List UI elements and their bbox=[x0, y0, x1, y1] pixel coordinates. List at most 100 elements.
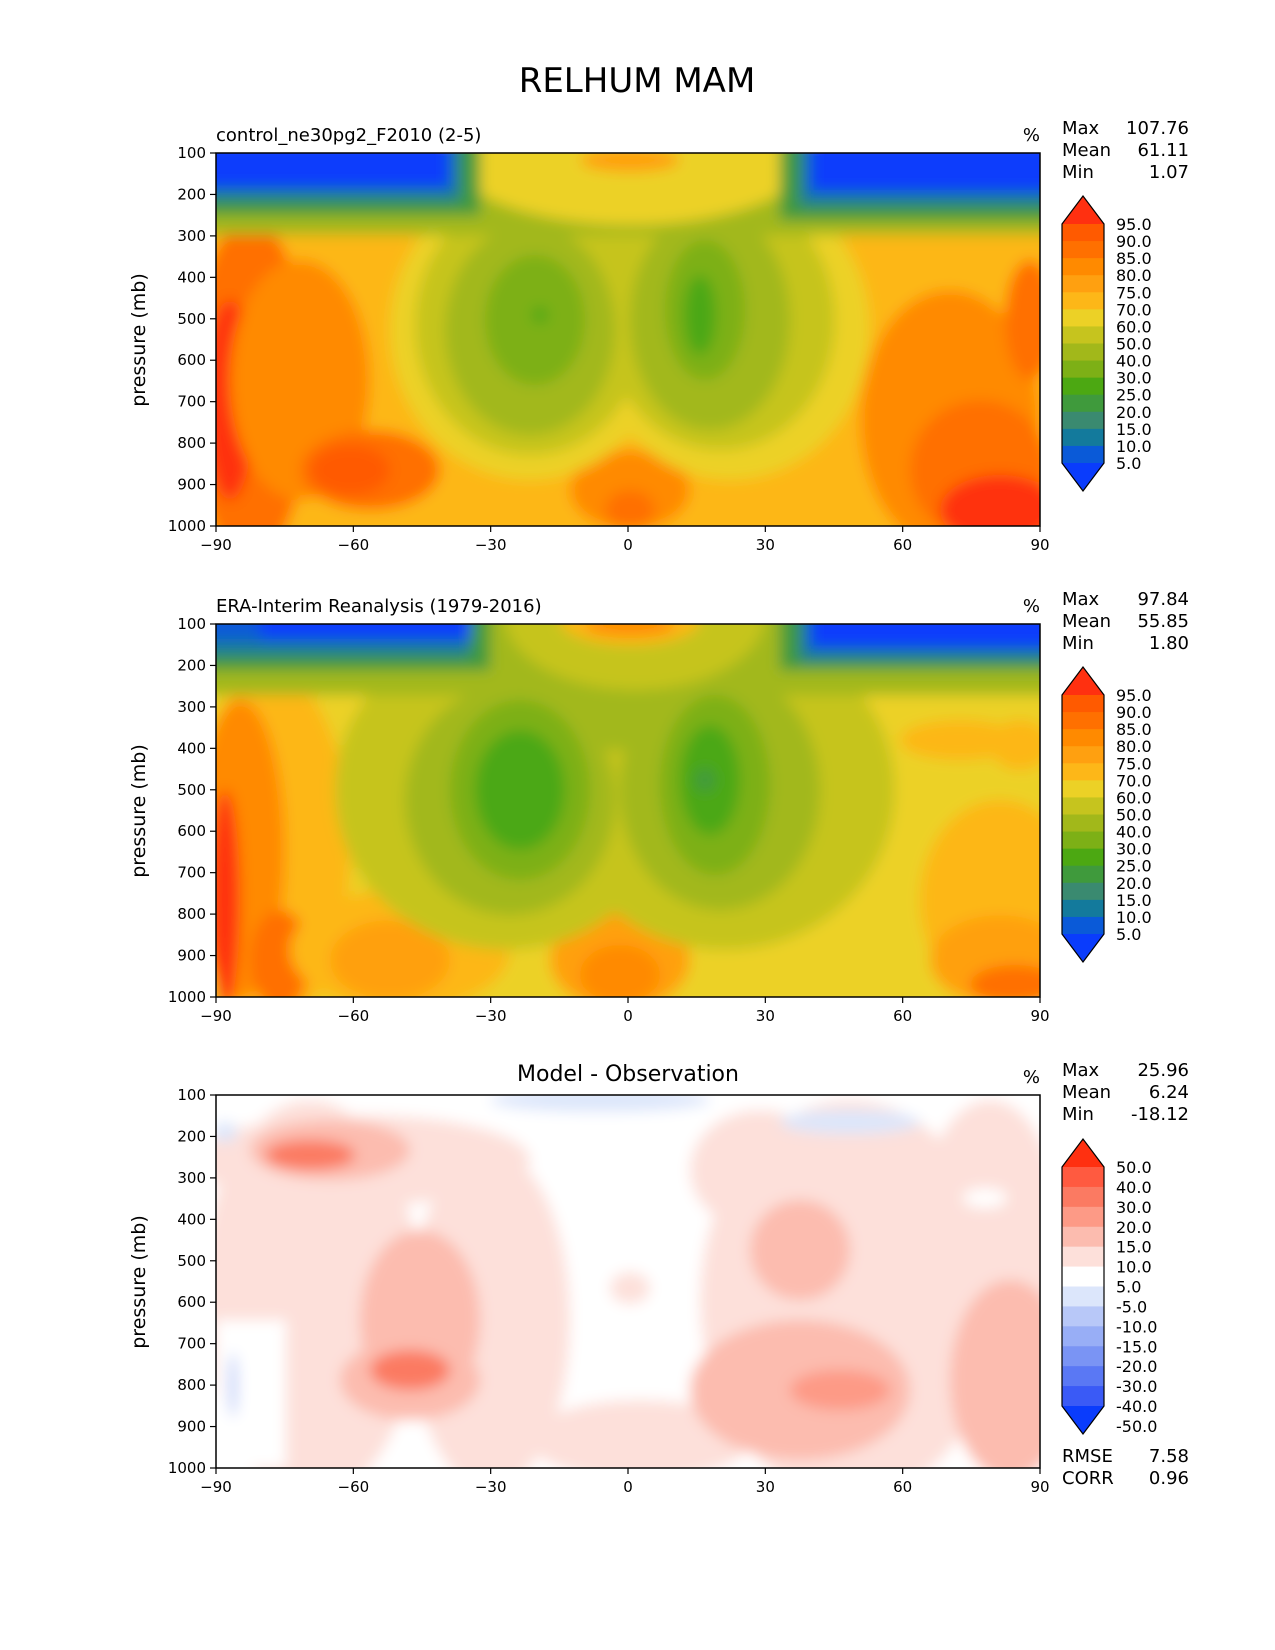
colorbar-swatch bbox=[1062, 831, 1104, 850]
colorbar-outline bbox=[1061, 666, 1105, 963]
colorbar-swatch bbox=[1062, 780, 1104, 798]
y-tick-label: 900 bbox=[177, 1418, 206, 1436]
colorbar-level-label: 60.0 bbox=[1116, 317, 1152, 336]
colorbar-swatch bbox=[1062, 1206, 1104, 1228]
contour-field bbox=[216, 153, 1040, 526]
stat-label-max: Max bbox=[1062, 589, 1100, 610]
colorbar-extend-min bbox=[1062, 934, 1104, 962]
colorbar: 50.040.030.020.015.010.05.0-5.0-10.0-15.… bbox=[1061, 1138, 1157, 1436]
colorbar-level-label: 30.0 bbox=[1116, 1198, 1152, 1217]
colorbar: 95.090.085.080.075.070.060.050.040.030.0… bbox=[1061, 195, 1152, 492]
x-tick-label: 30 bbox=[756, 536, 775, 554]
colorbar-level-label: 60.0 bbox=[1116, 788, 1152, 807]
y-axis-label: pressure (mb) bbox=[128, 273, 150, 407]
colorbar-level-label: -50.0 bbox=[1116, 1417, 1157, 1436]
colorbar-extend-min bbox=[1062, 1406, 1104, 1434]
stat-label-max: Max bbox=[1062, 118, 1100, 139]
error-stats-block: RMSE 7.58 CORR 0.96 bbox=[1062, 1446, 1189, 1489]
x-tick-label: 90 bbox=[1030, 1478, 1049, 1496]
x-tick-label: −90 bbox=[200, 1007, 232, 1025]
panel-model: control_ne30pg2_F2010 (2-5) % bbox=[128, 118, 1189, 554]
colorbar-level-label: 10.0 bbox=[1116, 1258, 1152, 1277]
units-label: % bbox=[1023, 596, 1040, 617]
y-tick-label: 400 bbox=[177, 739, 206, 757]
colorbar-extend-max bbox=[1062, 1139, 1104, 1167]
colorbar-level-label: 50.0 bbox=[1116, 806, 1152, 825]
y-tick-label: 100 bbox=[177, 615, 206, 633]
x-tick-label: 90 bbox=[1030, 1007, 1049, 1025]
colorbar-level-label: 90.0 bbox=[1116, 703, 1152, 722]
colorbar-swatch bbox=[1062, 343, 1104, 362]
colorbar-level-label: 85.0 bbox=[1116, 720, 1152, 739]
colorbar-swatch bbox=[1062, 309, 1104, 327]
x-tick-label: −60 bbox=[338, 1478, 370, 1496]
y-tick-label: 100 bbox=[177, 144, 206, 162]
colorbar-swatch bbox=[1062, 241, 1104, 259]
figure-title: RELHUM MAM bbox=[519, 61, 756, 101]
y-tick-label: 300 bbox=[177, 698, 206, 716]
stat-value-mean: 55.85 bbox=[1137, 611, 1189, 632]
colorbar-swatch bbox=[1062, 428, 1104, 447]
colorbar-level-label: 30.0 bbox=[1116, 369, 1152, 388]
colorbar-swatch bbox=[1062, 275, 1104, 293]
stats-block: Max 107.76 Mean 61.11 Min 1.07 bbox=[1062, 118, 1189, 183]
y-tick-label: 1000 bbox=[168, 988, 206, 1006]
stat-label-mean: Mean bbox=[1062, 140, 1111, 161]
stat-label-mean: Mean bbox=[1062, 611, 1111, 632]
y-tick-label: 700 bbox=[177, 393, 206, 411]
colorbar-swatch bbox=[1062, 326, 1104, 344]
y-tick-label: 200 bbox=[177, 1127, 206, 1145]
x-tick-label: 0 bbox=[623, 536, 633, 554]
colorbar-swatch bbox=[1062, 899, 1104, 918]
x-tick-label: −30 bbox=[475, 1007, 507, 1025]
colorbar-swatch bbox=[1062, 411, 1104, 430]
y-tick-label: 800 bbox=[177, 1376, 206, 1394]
colorbar-level-label: 10.0 bbox=[1116, 908, 1152, 927]
colorbar-level-label: 15.0 bbox=[1116, 891, 1152, 910]
colorbar-level-label: 30.0 bbox=[1116, 840, 1152, 859]
colorbar-level-label: -10.0 bbox=[1116, 1317, 1157, 1336]
colorbar-level-label: 20.0 bbox=[1116, 1218, 1152, 1237]
colorbar-level-label: 50.0 bbox=[1116, 335, 1152, 354]
colorbar-level-label: 15.0 bbox=[1116, 1238, 1152, 1257]
y-tick-label: 700 bbox=[177, 864, 206, 882]
y-tick-label: 1000 bbox=[168, 517, 206, 535]
stat-value-rmse: 7.58 bbox=[1149, 1446, 1189, 1467]
stat-value-max: 25.96 bbox=[1137, 1060, 1189, 1081]
colorbar-level-label: 70.0 bbox=[1116, 300, 1152, 319]
colorbar: 95.090.085.080.075.070.060.050.040.030.0… bbox=[1061, 666, 1152, 963]
colorbar-level-label: -5.0 bbox=[1116, 1297, 1147, 1316]
colorbar-swatch bbox=[1062, 712, 1104, 730]
stat-label-min: Min bbox=[1062, 633, 1094, 654]
stat-label-min: Min bbox=[1062, 1104, 1094, 1125]
colorbar-swatch bbox=[1062, 1226, 1104, 1248]
colorbar-level-label: 95.0 bbox=[1116, 215, 1152, 234]
y-tick-label: 800 bbox=[177, 905, 206, 923]
colorbar-level-label: 40.0 bbox=[1116, 352, 1152, 371]
colorbar-level-label: 70.0 bbox=[1116, 771, 1152, 790]
y-axis-label: pressure (mb) bbox=[128, 1215, 150, 1349]
colorbar-swatch bbox=[1062, 360, 1104, 379]
stat-value-min: 1.07 bbox=[1149, 162, 1189, 183]
colorbar-swatch bbox=[1062, 1186, 1104, 1208]
y-tick-label: 400 bbox=[177, 268, 206, 286]
stat-value-max: 97.84 bbox=[1137, 589, 1189, 610]
colorbar-level-label: 95.0 bbox=[1116, 686, 1152, 705]
y-axis-label: pressure (mb) bbox=[128, 744, 150, 878]
y-axis: 100 200 300 400 500 600 700 800 900 1000 bbox=[168, 615, 216, 1006]
x-tick-label: 0 bbox=[623, 1007, 633, 1025]
colorbar-swatch bbox=[1062, 1167, 1104, 1188]
x-tick-label: 90 bbox=[1030, 536, 1049, 554]
y-tick-label: 400 bbox=[177, 1210, 206, 1228]
colorbar-swatch bbox=[1062, 814, 1104, 833]
colorbar-level-label: 40.0 bbox=[1116, 823, 1152, 842]
stat-value-min: 1.80 bbox=[1149, 633, 1189, 654]
colorbar-level-label: 90.0 bbox=[1116, 232, 1152, 251]
y-tick-label: 1000 bbox=[168, 1459, 206, 1477]
x-tick-label: −90 bbox=[200, 536, 232, 554]
colorbar-level-label: 25.0 bbox=[1116, 386, 1152, 405]
panel-title: control_ne30pg2_F2010 (2-5) bbox=[216, 125, 481, 146]
contour-field bbox=[216, 624, 1040, 997]
colorbar-swatch bbox=[1062, 1326, 1104, 1347]
